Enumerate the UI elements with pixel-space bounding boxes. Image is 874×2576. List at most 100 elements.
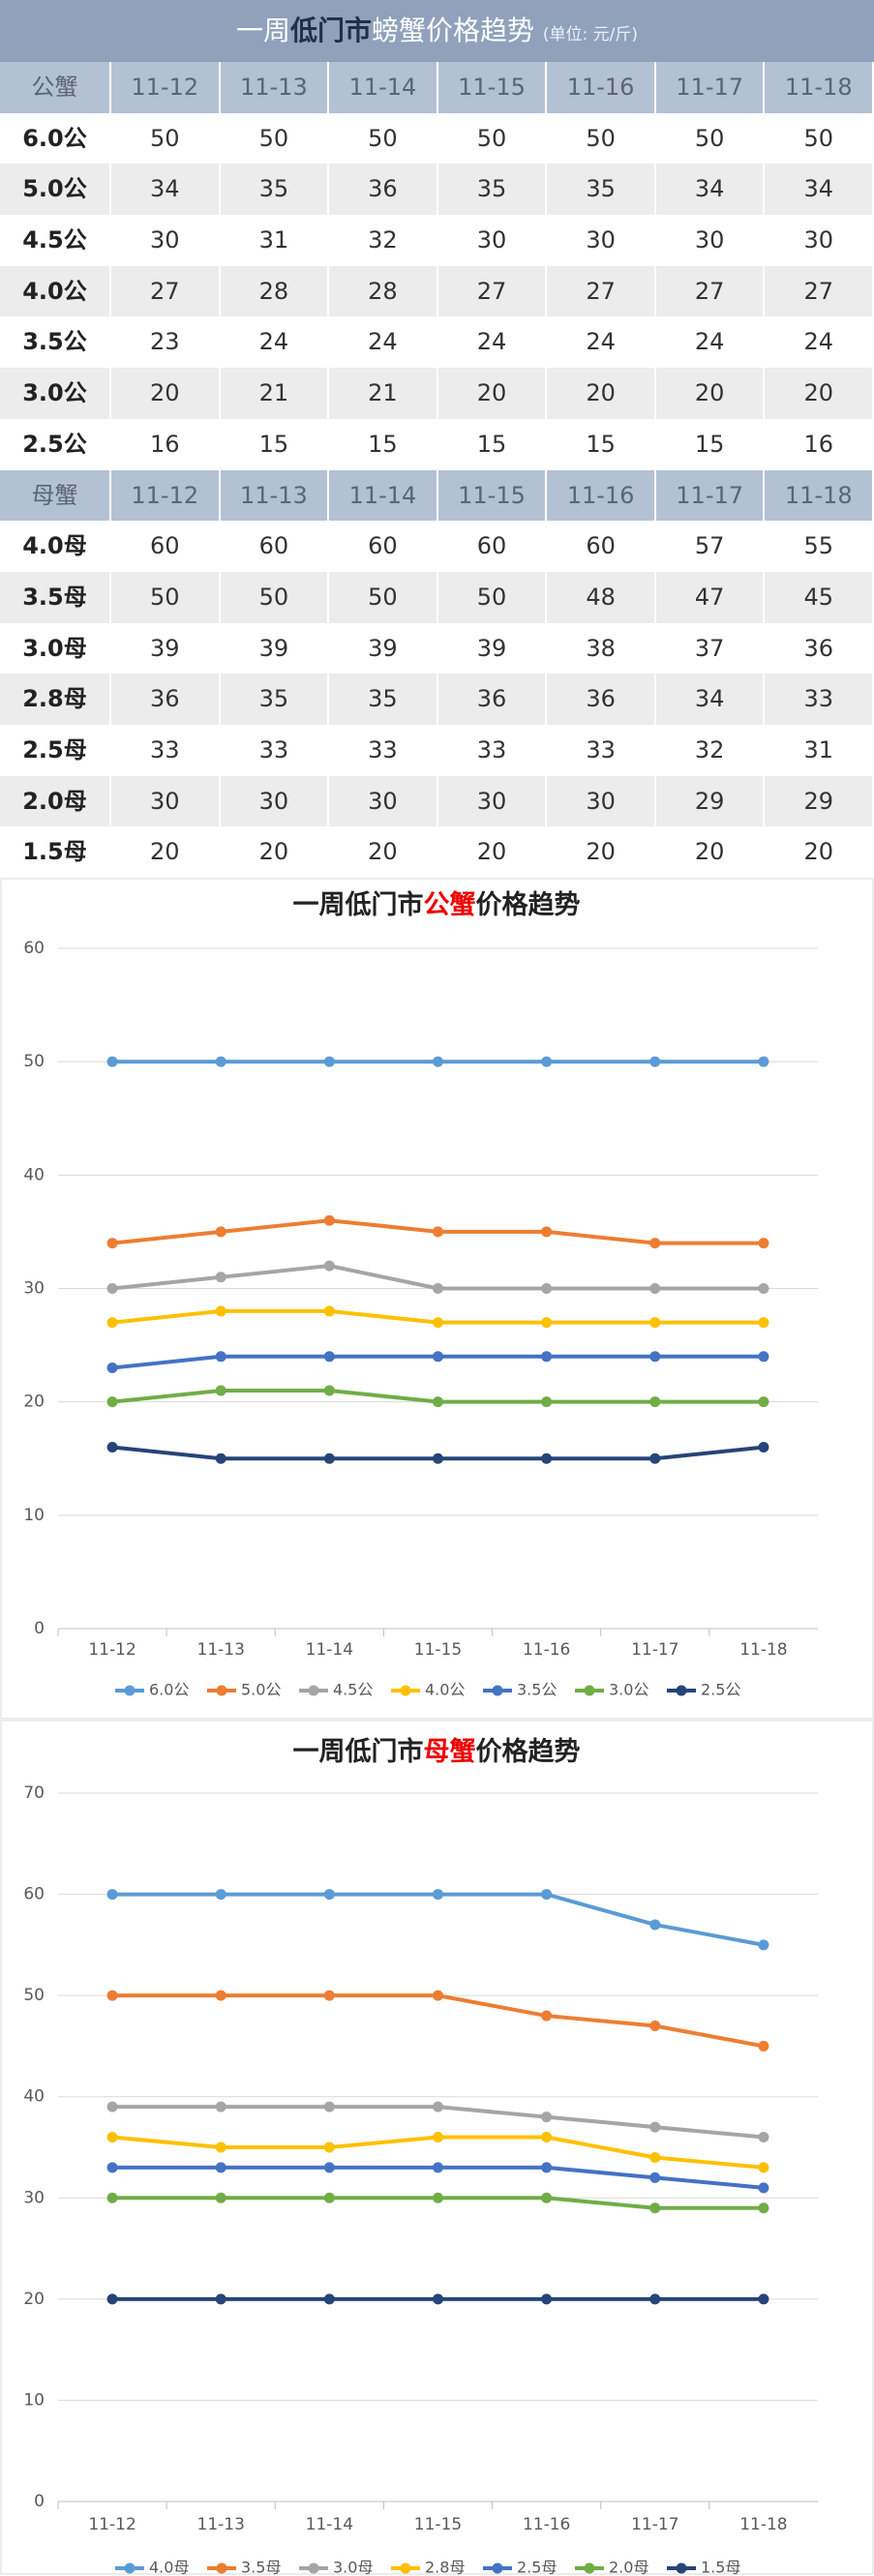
x-tick-label: 11-15 — [414, 2515, 462, 2534]
chart: 一周低门市母蟹价格趋势 0 10 20 30 40 50 60 70 11-12 11-13 11-1… — [0, 1720, 874, 2575]
table-cell: 36 — [765, 622, 874, 674]
point — [433, 2132, 443, 2143]
point — [433, 1453, 443, 1464]
y-tick-label: 50 — [23, 1052, 45, 1071]
table-cell: 36 — [438, 674, 548, 725]
title-part: 公蟹 — [424, 890, 476, 920]
point — [433, 1396, 443, 1408]
legend-marker — [492, 1685, 503, 1696]
legend-label: 1.5母 — [701, 2559, 740, 2576]
table-cell: 50 — [221, 571, 330, 623]
y-tick-label: 0 — [34, 2492, 45, 2511]
point — [433, 2192, 443, 2203]
point — [649, 1056, 661, 1067]
legend-label: 6.0公 — [149, 1681, 189, 1699]
legend-label: 3.0母 — [333, 2559, 373, 2576]
point — [106, 1283, 118, 1294]
point — [649, 2202, 661, 2214]
y-tick-label: 20 — [23, 2290, 45, 2309]
header-cell: 11-13 — [221, 469, 330, 522]
point — [758, 1396, 769, 1408]
table-cell: 32 — [329, 215, 438, 266]
point — [106, 2101, 118, 2112]
point — [106, 2192, 118, 2203]
table-cell: 30 — [221, 775, 330, 827]
table-cell: 15 — [656, 418, 766, 470]
header-cell: 11-15 — [438, 62, 548, 113]
point — [106, 1317, 118, 1329]
point — [541, 1226, 553, 1238]
table-cell: 20 — [765, 826, 874, 878]
table-cell: 20 — [438, 368, 548, 419]
table-cell: 3.0母 — [0, 622, 111, 674]
legend-marker — [124, 2562, 136, 2574]
table-cell: 30 — [111, 775, 221, 827]
y-tick-label: 30 — [23, 1279, 45, 1299]
table-cell: 27 — [765, 265, 874, 317]
x-tick-label: 11-18 — [739, 2515, 787, 2534]
table-cell: 50 — [329, 571, 438, 623]
point — [541, 2192, 553, 2203]
table-cell: 15 — [438, 418, 548, 470]
chart-border — [0, 878, 874, 1720]
table-row: 5.0公 34 35 36 35 35 34 34 — [0, 164, 874, 216]
table-row: 4.0公 27 28 28 27 27 27 27 — [0, 265, 874, 317]
legend-marker — [124, 1685, 136, 1696]
table-row: 2.0母 30 30 30 30 30 29 29 — [0, 775, 874, 827]
legend-label: 2.8母 — [425, 2559, 465, 2576]
point — [323, 1351, 335, 1363]
title-part: 一周低门市 — [293, 1736, 424, 1767]
point — [433, 1990, 443, 2001]
point — [758, 2293, 769, 2305]
table-cell: 20 — [765, 368, 874, 419]
table-cell: 33 — [221, 724, 330, 776]
legend-label: 2.5公 — [701, 1681, 740, 1699]
chart: 一周低门市公蟹价格趋势 0 10 20 30 40 50 60 11-12 11-13 11-14 1… — [0, 878, 874, 1720]
table-cell: 2.5公 — [0, 418, 111, 470]
header-cell: 11-12 — [111, 62, 221, 113]
unit: (单位: 元/斤) — [542, 25, 639, 45]
x-tick-label: 11-13 — [197, 2515, 245, 2534]
table-cell: 30 — [656, 215, 766, 266]
point — [106, 2132, 118, 2143]
table-cell: 21 — [329, 368, 438, 419]
table-cell: 29 — [765, 775, 874, 827]
legend-label: 5.0公 — [241, 1681, 281, 1699]
point — [433, 2101, 443, 2112]
y-tick-label: 30 — [23, 2188, 45, 2207]
table-cell: 1.5母 — [0, 826, 111, 878]
table-cell: 15 — [221, 418, 330, 470]
legend-marker — [308, 1685, 319, 1696]
table-cell: 20 — [111, 368, 221, 419]
point — [649, 1919, 661, 1931]
table-row: 4.0母 60 60 60 60 60 57 55 — [0, 521, 874, 572]
point — [215, 1990, 226, 2001]
x-tick-label: 11-15 — [414, 1640, 462, 1660]
table-cell: 20 — [221, 826, 330, 878]
header-cell: 11-14 — [329, 469, 438, 522]
point — [433, 2293, 443, 2305]
table-cell: 36 — [547, 674, 656, 725]
table-cell: 15 — [547, 418, 656, 470]
point — [758, 1442, 769, 1453]
y-tick-label: 20 — [23, 1393, 45, 1412]
table-cell: 34 — [656, 674, 766, 725]
point — [758, 2132, 769, 2143]
point — [433, 1317, 443, 1329]
point — [215, 1889, 226, 1901]
table-cell: 55 — [765, 521, 874, 572]
table-cell: 20 — [656, 368, 766, 419]
legend-marker — [676, 1685, 687, 1696]
legend-label: 3.5母 — [241, 2559, 281, 2576]
table-cell: 16 — [111, 418, 221, 470]
point — [215, 1226, 226, 1238]
table-cell: 47 — [656, 571, 766, 623]
table-cell: 30 — [547, 775, 656, 827]
legend-label: 2.5母 — [517, 2559, 557, 2576]
legend-label: 3.5公 — [517, 1681, 557, 1699]
x-tick-label: 11-14 — [306, 2515, 353, 2534]
title-part: 价格趋势 — [476, 890, 581, 920]
table-row: 3.0公 20 21 21 20 20 20 20 — [0, 368, 874, 419]
legend-marker — [584, 2562, 595, 2574]
table-cell: 39 — [438, 622, 548, 674]
